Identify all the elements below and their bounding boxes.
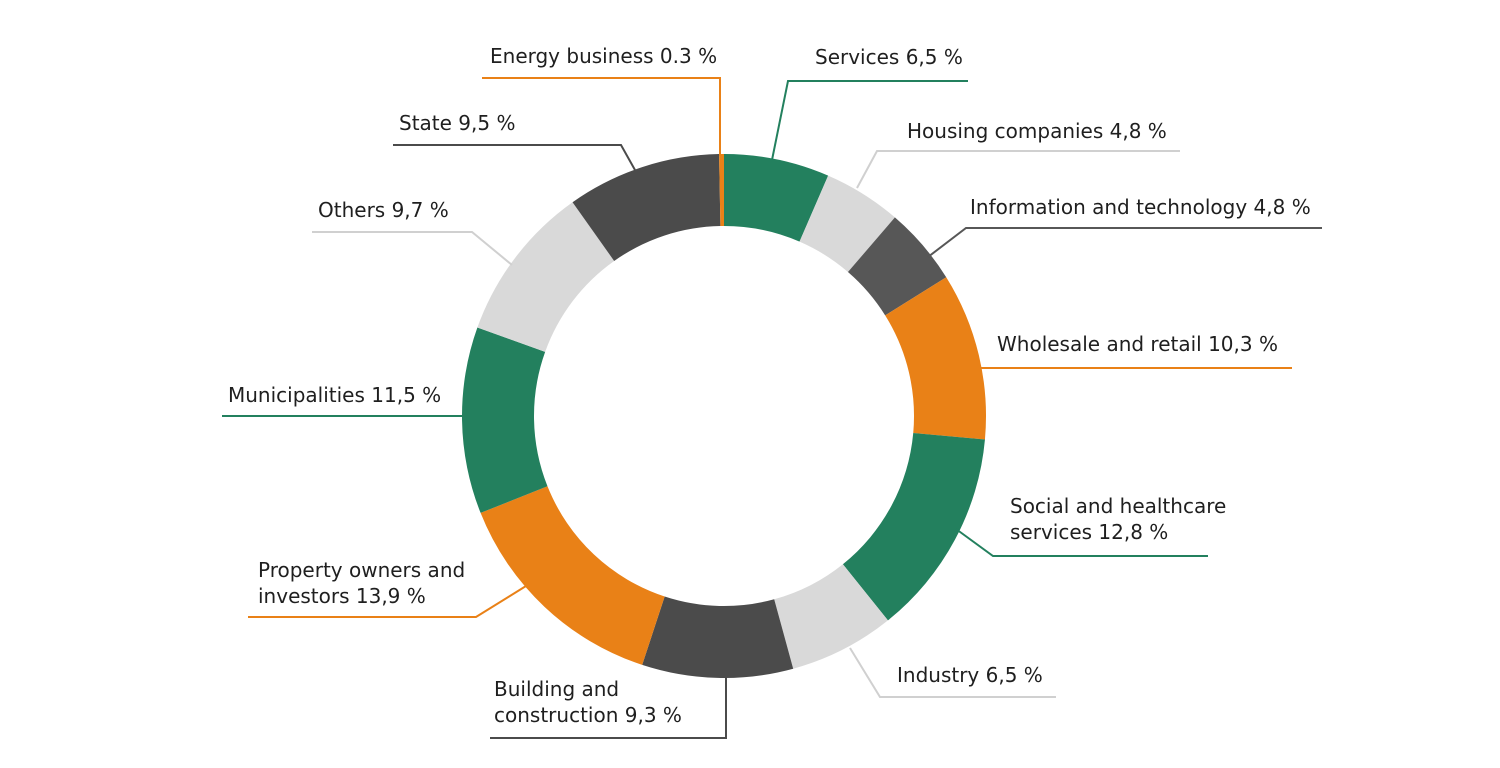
leader-line-state [393,144,636,171]
slice-building-and-construction [642,596,794,678]
label-line: Wholesale and retail 10,3 % [997,332,1278,356]
slice-housing-companies [799,175,895,272]
slice-industry [774,564,888,669]
leader-line-housing-companies [856,150,1180,189]
label-information-and-technology: Information and technology 4,8 % [970,195,1311,219]
leader-lines [222,77,1322,739]
slice-municipalities [462,327,548,513]
leader-line-industry [849,647,1056,698]
label-line: Information and technology 4,8 % [970,195,1311,219]
label-line: services 12,8 % [1010,520,1168,544]
label-line: Energy business 0.3 % [490,44,717,68]
label-housing-companies: Housing companies 4,8 % [907,119,1167,143]
label-energy-business: Energy business 0.3 % [490,44,717,68]
label-state: State 9,5 % [399,111,515,135]
label-line: Municipalities 11,5 % [228,383,441,407]
label-line: Industry 6,5 % [897,663,1043,687]
label-industry: Industry 6,5 % [897,663,1043,687]
label-line: Services 6,5 % [815,45,963,69]
slice-information-and-technology [847,217,947,316]
leader-line-building-and-construction [490,676,727,739]
label-line: Others 9,7 % [318,198,449,222]
slice-labels: Services 6,5 % Housing companies 4,8 % Inf… [228,44,1311,727]
label-municipalities: Municipalities 11,5 % [228,383,441,407]
slice-wholesale-and-retail [885,277,986,440]
label-line: Property owners and [258,558,465,582]
leader-line-others [312,231,513,266]
label-others: Others 9,7 % [318,198,449,222]
leader-line-property-owners-and-investors [248,585,527,618]
leader-line-information-and-technology [927,227,1322,258]
slice-others [477,202,615,352]
label-building-and-construction: Building and construction 9,3 % [494,677,682,727]
label-line: State 9,5 % [399,111,515,135]
label-services: Services 6,5 % [815,45,963,69]
slice-state [572,154,721,261]
slice-property-owners-and-investors [480,486,665,665]
label-line: construction 9,3 % [494,703,682,727]
label-line: investors 13,9 % [258,584,426,608]
leader-line-social-and-healthcare-services [955,528,1208,557]
slice-social-and-healthcare-services [842,433,985,621]
slice-energy-business [719,154,724,227]
donut-slices [462,154,986,678]
label-line: Social and healthcare [1010,494,1226,518]
label-line: Building and [494,677,619,701]
label-property-owners-and-investors: Property owners and investors 13,9 % [258,558,465,608]
label-social-and-healthcare-services: Social and healthcare services 12,8 % [1010,494,1226,544]
leader-line-services [771,80,968,161]
slice-services [724,154,829,242]
label-wholesale-and-retail: Wholesale and retail 10,3 % [997,332,1278,356]
label-line: Housing companies 4,8 % [907,119,1167,143]
leader-line-energy-business [482,77,721,156]
